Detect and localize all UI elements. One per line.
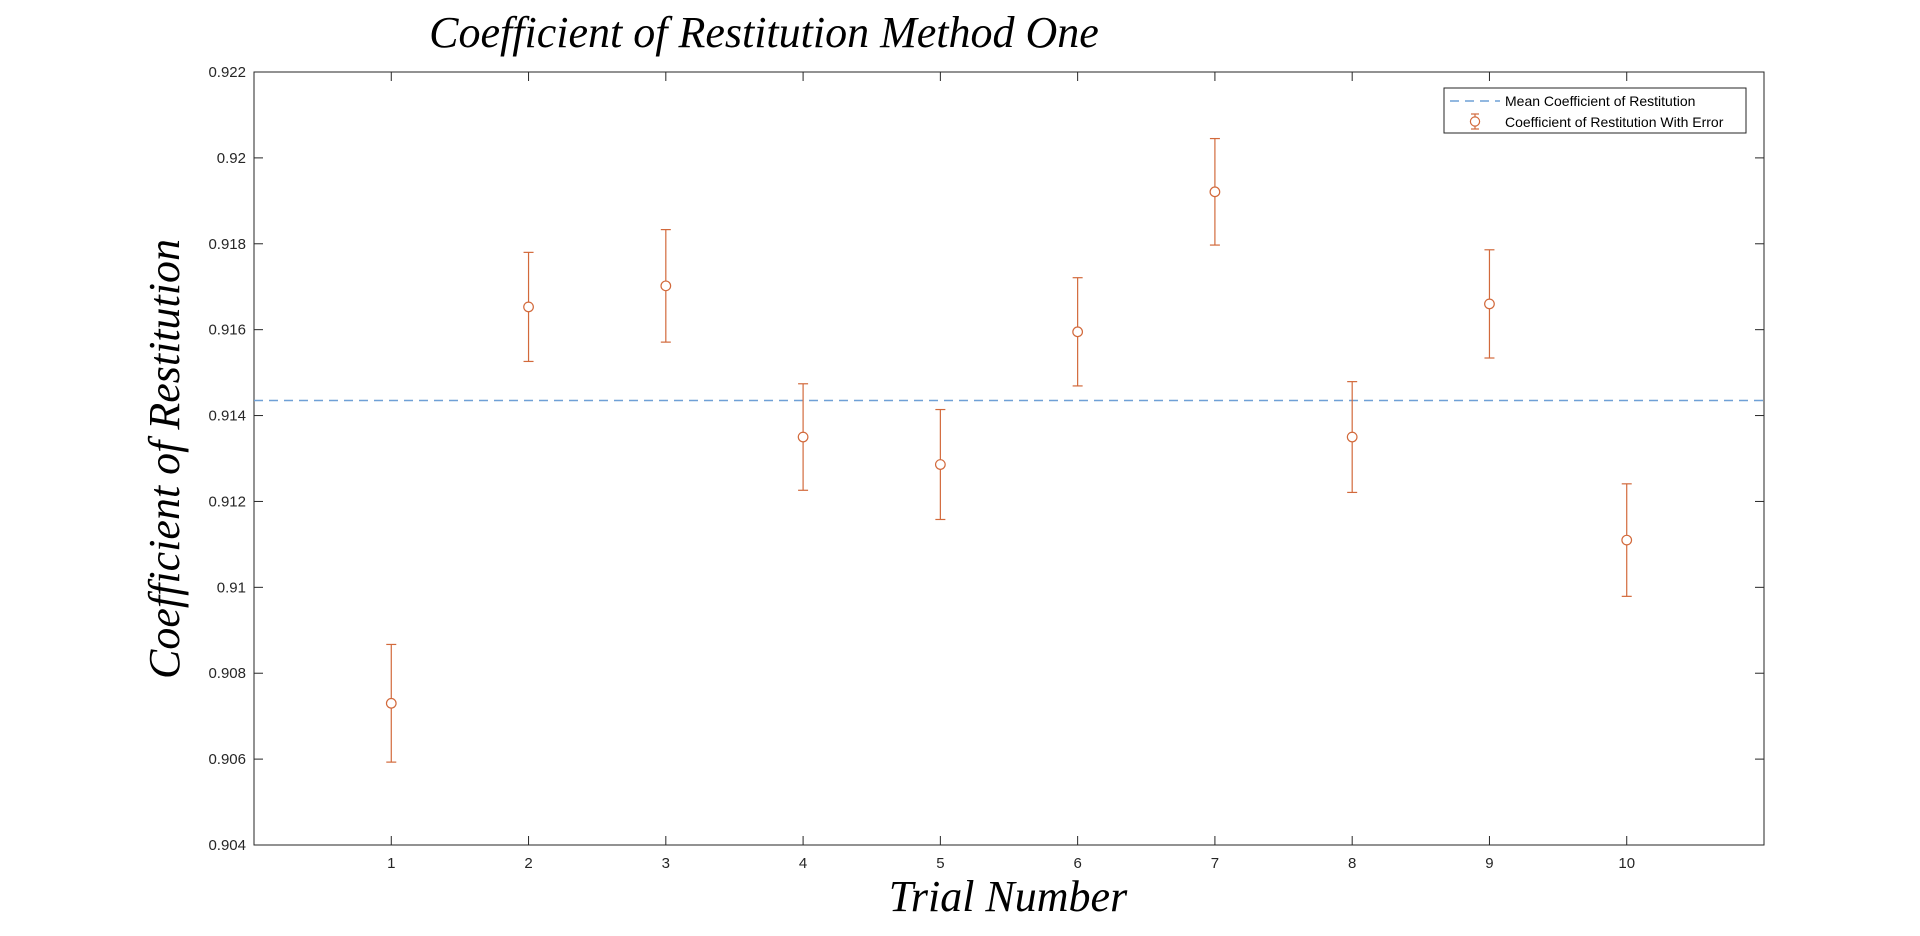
data-point [1072, 277, 1084, 387]
x-tick-label: 10 [1618, 855, 1635, 872]
y-tick-label: 0.912 [208, 493, 246, 510]
point-marker [1209, 186, 1221, 198]
point-marker [660, 280, 672, 292]
y-tick-label: 0.908 [208, 665, 246, 682]
legend-series-label: Coefficient of Restitution With Error [1505, 114, 1724, 130]
data-point [1346, 381, 1358, 494]
x-tick-label: 9 [1485, 855, 1493, 872]
legend-box [1443, 87, 1747, 134]
data-point [797, 383, 809, 491]
y-axis: 0.904 0.906 0.908 0.91 0.912 0.914 0.916 0.918 0… [208, 64, 1764, 854]
y-tick-label: 0.916 [208, 322, 246, 339]
point-marker [1346, 431, 1358, 443]
legend-mean-label: Mean Coefficient of Restitution [1505, 93, 1695, 109]
point-marker [934, 459, 946, 470]
point-marker [1072, 326, 1084, 338]
point-marker [1621, 534, 1633, 546]
x-tick-label: 7 [1211, 855, 1219, 872]
x-tick-label: 5 [936, 855, 944, 872]
point-marker [797, 431, 809, 443]
x-tick-label: 4 [799, 855, 807, 872]
data-series [385, 137, 1633, 763]
legend: Mean Coefficient of Restitution Coeffici… [1443, 87, 1747, 134]
plot-area [253, 71, 1765, 846]
data-point [934, 408, 946, 521]
x-tick-label: 1 [387, 855, 395, 872]
x-axis: 1 2 3 4 5 6 7 8 9 10 [387, 72, 1635, 872]
x-tick-label: 2 [524, 855, 532, 872]
point-marker [523, 301, 534, 313]
x-tick-label: 6 [1073, 855, 1081, 872]
x-axis-title: Trial Number [889, 872, 1128, 921]
legend-series-swatch [1469, 113, 1481, 130]
data-point [385, 643, 397, 763]
chart-title: Coefficient of Restitution Method One [429, 8, 1099, 57]
y-tick-label: 0.906 [208, 751, 246, 768]
point-marker [385, 697, 397, 709]
y-tick-label: 0.918 [208, 236, 246, 253]
x-tick-label: 3 [662, 855, 670, 872]
y-tick-label: 0.922 [208, 64, 246, 81]
data-point [523, 251, 534, 363]
y-tick-label: 0.904 [208, 837, 246, 854]
data-point [660, 229, 672, 343]
y-tick-label: 0.92 [217, 150, 246, 167]
y-tick-label: 0.91 [217, 579, 246, 596]
y-tick-label: 0.914 [208, 408, 246, 425]
y-axis-title: Coefficient of Restitution [140, 239, 189, 679]
data-point [1621, 483, 1633, 597]
data-point [1209, 137, 1221, 246]
data-point [1484, 249, 1495, 359]
x-tick-label: 8 [1348, 855, 1356, 872]
point-marker [1484, 298, 1495, 310]
